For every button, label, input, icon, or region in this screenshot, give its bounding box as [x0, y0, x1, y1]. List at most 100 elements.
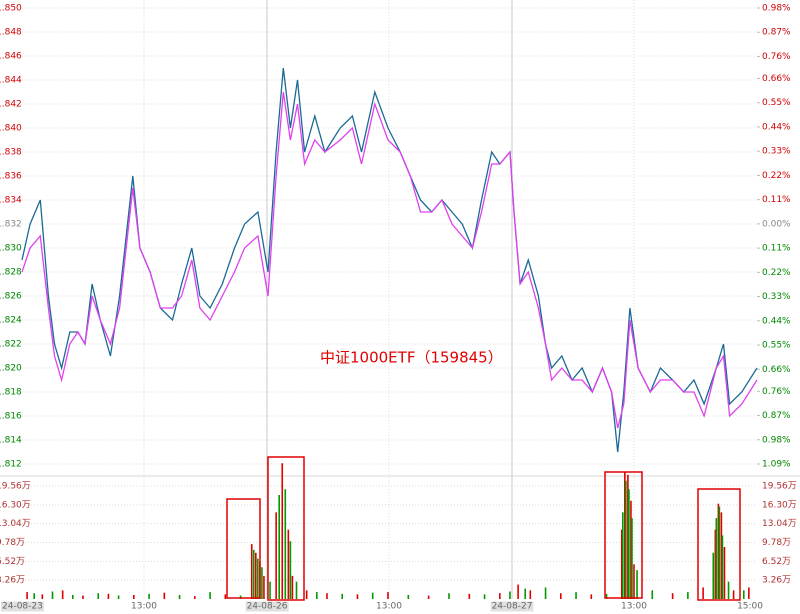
volume-bar [72, 594, 74, 599]
y-tick-label: 1.834 [0, 196, 22, 206]
volume-bar [281, 463, 284, 599]
volume-bar [224, 594, 227, 599]
volume-bar [209, 592, 211, 599]
x-tick-label: 13:00 [131, 602, 157, 612]
volume-bar [517, 584, 519, 599]
y-tick-label: 1.838 [0, 148, 22, 158]
y2-tick-label: 0.98% [762, 4, 791, 14]
volume-bar [252, 549, 255, 599]
grid [22, 0, 760, 599]
volume-bar [633, 564, 635, 599]
y2-tick-label: 0.11% [762, 195, 791, 205]
volume-bar [97, 593, 100, 599]
volume-bar [630, 500, 632, 599]
volume-bar [529, 590, 532, 599]
volume-bar [712, 552, 715, 599]
y2-tick-label: 0.76% [762, 387, 791, 397]
volume-bar [163, 592, 166, 599]
volume-bar [524, 588, 527, 599]
volume-bar [742, 590, 745, 599]
y-tick-label: 1.836 [0, 172, 22, 182]
highlight-box [604, 471, 643, 599]
volume-tick-label: 3.26万 [0, 576, 25, 586]
volume-bar [702, 587, 704, 599]
marks [21, 67, 758, 599]
volume-bar [194, 596, 196, 599]
volume-bar [255, 552, 257, 599]
y2-tick-label: 0.55% [762, 341, 791, 351]
volume-bar [356, 594, 359, 599]
x-tick-label: 15:00 [737, 602, 763, 612]
volume-bar [624, 471, 626, 599]
volume-bar [718, 506, 721, 599]
y2-tick-label: 0.87% [762, 411, 791, 421]
y2-tick-label: 1.09% [762, 460, 791, 470]
volume-bar [289, 541, 292, 599]
y-tick-label: 1.848 [0, 28, 22, 38]
x-tick-label: 13:00 [376, 602, 402, 612]
y-tick-label: 1.832 [0, 220, 22, 230]
highlight-box [226, 498, 261, 599]
volume-tick-label: 16.30万 [0, 500, 31, 510]
y-tick-label: 1.830 [0, 244, 22, 254]
volume-bar [717, 503, 720, 599]
highlight-box [267, 456, 305, 601]
y-tick-label: 1.844 [0, 76, 22, 86]
y2-tick-label: 0.76% [762, 52, 791, 62]
volume-bar [622, 512, 624, 599]
volume-bar [483, 594, 486, 599]
volume-bar [26, 592, 28, 599]
y2-tick-label: 0.66% [762, 365, 791, 375]
volume-bar [287, 529, 290, 599]
volume-bar [628, 489, 630, 599]
volume-bar [41, 594, 44, 599]
volume-bar [269, 581, 271, 599]
volume-bar [509, 591, 511, 599]
volume-bar [631, 518, 633, 599]
x-tick-label: 24-08-23 [2, 602, 43, 612]
volume-tick-label: 6.52万 [762, 557, 791, 567]
y-tick-label: 1.820 [0, 364, 22, 374]
volume-bar [732, 590, 735, 599]
y2-tick-label: 0.55% [762, 98, 791, 108]
volume-tick-label: 9.78万 [0, 538, 25, 548]
y-tick-label: 1.828 [0, 268, 22, 278]
volume-tick-label: 3.26万 [762, 576, 791, 586]
y-tick-label: 1.840 [0, 124, 22, 134]
x-tick-label: 13:00 [621, 602, 647, 612]
volume-bar [250, 544, 253, 599]
y2-tick-label: 0.11% [762, 244, 791, 254]
highlight-box [697, 488, 741, 601]
volume-bar [295, 581, 298, 599]
annotation: 中证1000ETF（159845） [320, 349, 503, 367]
volume-bar [468, 593, 471, 599]
volume-bar [257, 558, 259, 599]
labels: 1.850 1.848 1.846 1.844 1.842 1.840 1.838 1.836… [0, 4, 797, 612]
y-tick-label: 1.814 [0, 436, 22, 446]
volume-bar [651, 590, 654, 599]
volume-bar [51, 591, 54, 599]
volume-bar [291, 575, 294, 599]
volume-bar [625, 480, 627, 599]
y2-tick-label: 0.33% [762, 292, 791, 302]
volume-bar [107, 593, 110, 599]
volume-tick-label: 19.56万 [762, 482, 797, 492]
volume-bar [82, 595, 84, 599]
y-tick-label: 1.818 [0, 388, 22, 398]
y2-tick-label: 0.66% [762, 74, 791, 84]
y2-tick-label: 0.98% [762, 435, 791, 445]
x-tick-label-bg [490, 601, 534, 612]
volume-bar [590, 594, 593, 599]
y2-tick-label: 0.44% [762, 122, 791, 132]
x-tick-label-bg [1, 601, 44, 612]
volume-tick-label: 16.30万 [762, 500, 797, 510]
volume-bar [275, 512, 277, 599]
volume-bar [371, 592, 374, 599]
volume-bar [284, 489, 287, 599]
volume-bar [627, 474, 629, 599]
volume-bar [326, 593, 328, 599]
volume-bar [687, 592, 689, 599]
volume-bar [133, 594, 135, 599]
volume-bar [620, 529, 623, 599]
y-tick-label: 1.822 [0, 340, 22, 350]
